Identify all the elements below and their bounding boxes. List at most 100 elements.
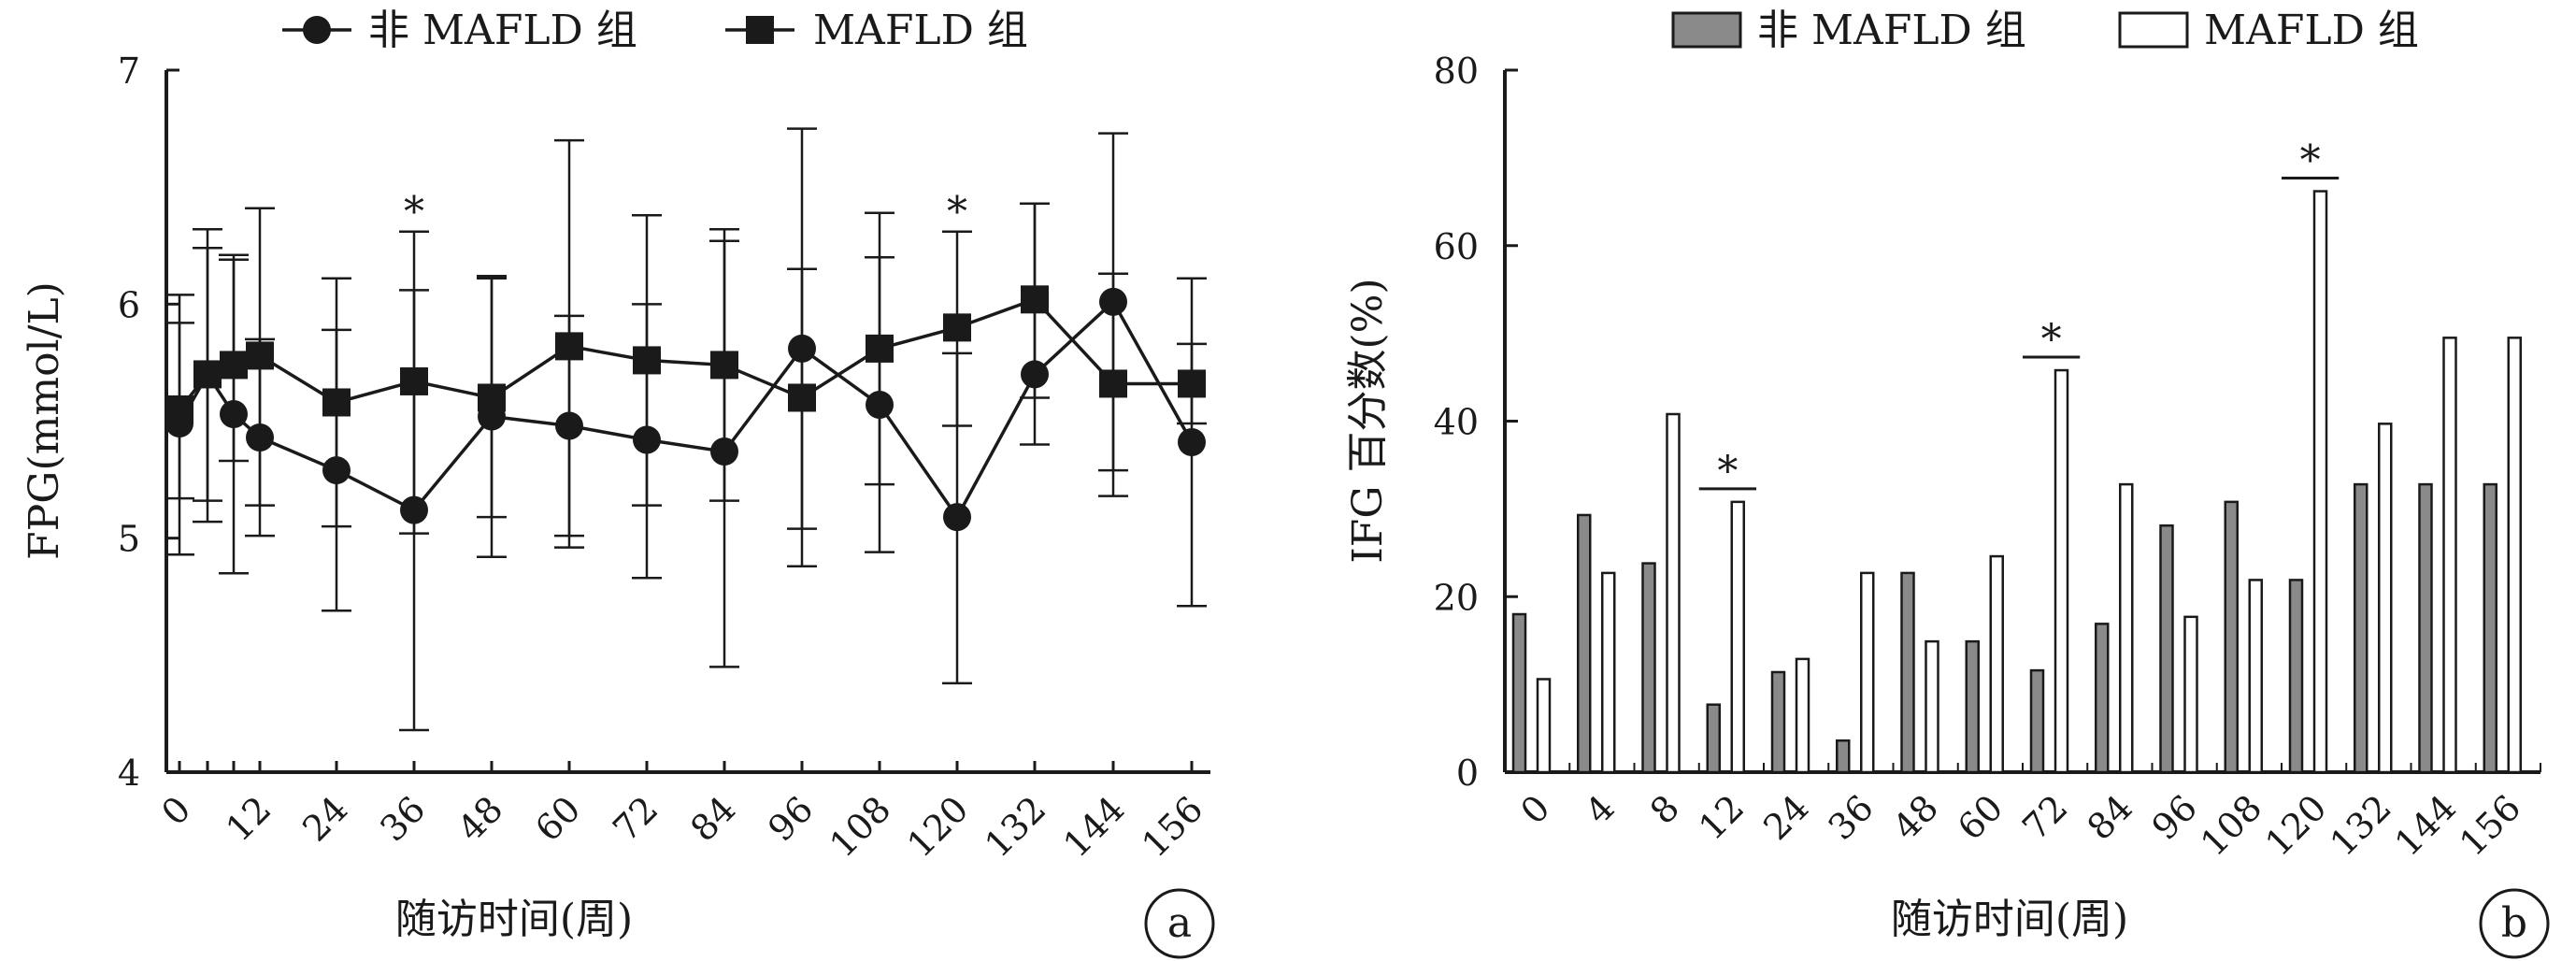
- x-tick-label: 144: [1055, 788, 1132, 865]
- panel-label: b: [2501, 899, 2527, 947]
- significance-star: *: [404, 189, 424, 237]
- x-tick-label: 60: [1950, 787, 2011, 848]
- y-tick-label: 20: [1434, 577, 1479, 618]
- x-tick-label: 120: [2257, 787, 2334, 864]
- x-tick-label: 8: [1642, 787, 1687, 832]
- x-tick-label: 132: [977, 788, 1053, 865]
- bar-non-mafld: [1965, 639, 1980, 774]
- data-point-circle: [943, 503, 971, 532]
- bar-mafld: [2183, 615, 2198, 774]
- bar-mafld: [2507, 337, 2522, 774]
- data-point-square: [246, 341, 274, 370]
- bar-mafld: [1730, 500, 1745, 774]
- legend-marker-circle: [303, 16, 331, 44]
- bar-non-mafld: [2029, 668, 2045, 774]
- bar-mafld: [1860, 571, 1875, 774]
- x-tick-label: 84: [2079, 787, 2140, 848]
- bar-mafld: [2054, 368, 2069, 774]
- data-point-square: [478, 383, 506, 412]
- data-point-circle: [555, 411, 583, 440]
- data-point-circle: [1178, 428, 1206, 457]
- x-tick-label: 12: [1691, 787, 1752, 848]
- y-tick-label: 7: [118, 50, 140, 92]
- data-point-square: [400, 366, 428, 395]
- legend-label: MAFLD 组: [2204, 7, 2419, 54]
- bar-mafld: [1795, 657, 1810, 774]
- bar-mafld: [2378, 423, 2393, 774]
- data-point-square: [220, 351, 248, 380]
- data-point-circle: [710, 437, 738, 466]
- legend-label: MAFLD 组: [813, 7, 1028, 54]
- x-tick-label: 96: [760, 788, 821, 849]
- legend: 非 MAFLD 组 MAFLD 组: [282, 7, 1028, 54]
- data-point-circle: [866, 390, 894, 419]
- x-tick-label: 48: [450, 788, 510, 849]
- data-point-square: [866, 334, 894, 363]
- data-point-circle: [633, 425, 661, 454]
- bar-mafld: [2442, 337, 2457, 774]
- data-point-square: [788, 383, 816, 412]
- legend-marker-square: [746, 16, 774, 44]
- y-tick-label: 5: [118, 519, 140, 560]
- data-point-circle: [246, 423, 274, 452]
- y-tick-label: 40: [1434, 402, 1479, 443]
- data-point-circle: [400, 495, 428, 524]
- data-point-circle: [1099, 287, 1127, 316]
- y-tick-label: 60: [1434, 226, 1479, 267]
- data-point-circle: [220, 399, 248, 428]
- x-axis-title: 随访时间(周): [395, 896, 633, 943]
- data-point-square: [1178, 369, 1206, 398]
- x-tick-label: 120: [899, 788, 976, 865]
- x-tick-label: 72: [605, 788, 665, 849]
- x-tick-label: 36: [372, 788, 433, 849]
- chart-panel-a: 4 5 6 7 0 12 24 36 48 60 72 84 96 108 120 132 144 156 * * 随访…: [21, 7, 1215, 959]
- x-tick-label: 4: [1578, 787, 1623, 832]
- legend-label: 非 MAFLD 组: [1757, 7, 2026, 54]
- x-tick-label: 0: [153, 788, 198, 833]
- bar-mafld: [1601, 571, 1616, 774]
- bar-non-mafld: [1706, 703, 1721, 774]
- data-point-square: [710, 351, 738, 380]
- bar-non-mafld: [1577, 513, 1592, 774]
- y-axis-title: IFG 百分数(%): [1344, 278, 1392, 563]
- bar-non-mafld: [2354, 482, 2368, 774]
- bar-mafld: [2119, 482, 2134, 774]
- bar-non-mafld: [1641, 562, 1656, 774]
- x-axis-title: 随访时间(周): [1891, 896, 2128, 943]
- significance-star: *: [2041, 316, 2062, 364]
- significance-star: *: [2300, 137, 2321, 185]
- legend-swatch-non-mafld: [1671, 11, 1742, 49]
- data-point-square: [943, 313, 971, 342]
- x-tick-label: 156: [2452, 787, 2528, 864]
- bar-mafld: [2248, 579, 2263, 774]
- panel-label: a: [1167, 899, 1192, 947]
- x-tick-label: 48: [1885, 787, 1946, 848]
- data-point-square: [633, 346, 661, 375]
- bar-non-mafld: [1900, 571, 1915, 774]
- x-tick-label: 84: [682, 788, 743, 849]
- bar-non-mafld: [2224, 500, 2239, 774]
- x-tick-label: 0: [1512, 787, 1557, 832]
- x-tick-label: 132: [2322, 787, 2398, 864]
- x-tick-label: 24: [294, 788, 355, 849]
- legend: 非 MAFLD 组 MAFLD 组: [1671, 7, 2419, 54]
- bar-non-mafld: [1511, 612, 1527, 774]
- bar-non-mafld: [2418, 482, 2433, 774]
- bar-mafld: [1925, 639, 1939, 774]
- y-tick-label: 0: [1456, 753, 1479, 794]
- bar-mafld: [1536, 678, 1552, 774]
- data-point-square: [555, 332, 583, 361]
- bar-non-mafld: [1770, 670, 1786, 774]
- panel-label-circle: [2479, 888, 2550, 959]
- data-point-square: [165, 394, 193, 423]
- y-tick-label: 80: [1434, 50, 1479, 92]
- bar-mafld: [1666, 412, 1681, 774]
- panel-label-circle: [1144, 888, 1215, 959]
- data-point-circle: [322, 456, 351, 485]
- x-tick-label: 36: [1820, 787, 1881, 848]
- x-tick-label: 24: [1755, 787, 1816, 848]
- x-tick-label: 108: [2193, 787, 2269, 864]
- bar-non-mafld: [1836, 739, 1851, 774]
- significance-star: *: [947, 189, 967, 237]
